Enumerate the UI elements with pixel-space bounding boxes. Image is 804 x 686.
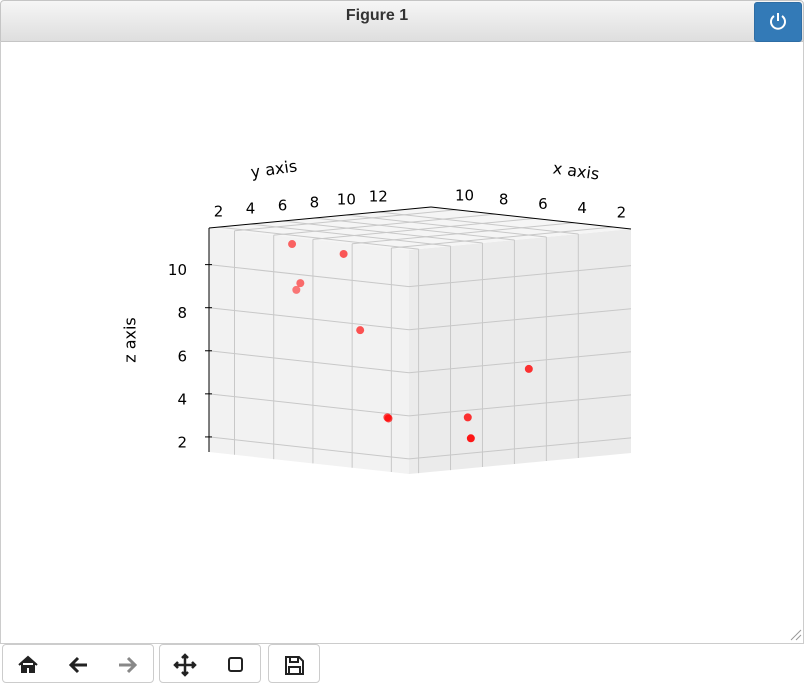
y-tick-label: 2 [214, 203, 224, 221]
pan-button[interactable] [160, 645, 210, 682]
x-axis-line [430, 206, 632, 230]
data-point [356, 326, 365, 335]
y-tick-label: 6 [278, 197, 288, 215]
x-tick-label: 8 [499, 191, 509, 209]
z-tick-label: 6 [177, 347, 187, 365]
grid-line [378, 211, 579, 235]
chart: 2 4 6 8 10 2 4 6 8 10 12 2 4 6 8 10 y axis x axis z axis [121, 156, 802, 641]
y-axis-line [208, 206, 432, 229]
grid-line [208, 307, 410, 331]
zoom-button[interactable] [210, 645, 260, 682]
x-tick-label: 6 [538, 195, 548, 213]
data-point [296, 279, 305, 288]
nav-group [2, 644, 154, 683]
y-tick-label: 8 [310, 194, 320, 212]
z-tick-label: 8 [177, 304, 187, 322]
data-point [292, 285, 301, 294]
x-tick-label: 2 [617, 204, 627, 222]
back-icon [68, 656, 87, 674]
home-icon [18, 655, 38, 673]
grid-line [408, 437, 632, 460]
x-tick-label: 10 [455, 186, 474, 204]
window-title: Figure 1 [345, 7, 409, 24]
data-point [339, 249, 348, 258]
y-tick-label: 10 [337, 191, 356, 209]
power-icon [770, 13, 786, 30]
grid-line [208, 264, 410, 288]
zoom-icon [228, 657, 243, 672]
y-axis-label: y axis [249, 156, 298, 181]
save-icon [285, 656, 304, 675]
data-point [463, 413, 472, 422]
home-button[interactable] [3, 645, 53, 682]
data-point [466, 434, 475, 443]
grid-line [218, 226, 419, 250]
grid-line [208, 393, 410, 417]
toolbar [0, 644, 804, 683]
grid-line [282, 220, 483, 244]
figure-canvas: 2 4 6 8 10 2 4 6 8 10 12 2 4 6 8 10 y axis x axis z axis [0, 41, 804, 644]
close-button[interactable] [754, 2, 802, 42]
grid-line [273, 213, 496, 236]
resize-grip[interactable] [790, 629, 802, 641]
data-point [384, 414, 393, 423]
back-button[interactable] [53, 645, 103, 682]
grid-line [408, 265, 632, 288]
title-bar: Figure 1 [0, 0, 804, 42]
grid-line [208, 350, 410, 374]
save-button[interactable] [269, 645, 319, 682]
grid-line [408, 394, 632, 417]
y-tick-label: 12 [369, 187, 388, 205]
grid-line [352, 222, 575, 245]
save-group [268, 644, 320, 683]
grid-line [312, 217, 535, 240]
data-point [524, 364, 533, 373]
z-tick-label: 2 [177, 433, 187, 451]
grid-line [408, 351, 632, 374]
y-tick-label: 4 [246, 200, 256, 218]
grid-line [346, 214, 547, 238]
x-axis-label: x axis [552, 158, 601, 183]
x-tick-label: 4 [577, 199, 587, 217]
grid-line [391, 226, 614, 249]
tool-group [159, 644, 261, 683]
z-axis-label: z axis [121, 317, 140, 363]
grid-line [208, 436, 410, 460]
pane-right [409, 229, 631, 474]
data-point [288, 240, 297, 249]
grid-line [314, 217, 515, 241]
forward-button[interactable] [103, 645, 153, 682]
grid-line [234, 209, 457, 232]
z-tick-label: 10 [168, 261, 187, 279]
pane-left [209, 228, 409, 474]
forward-icon [119, 656, 138, 674]
grid-line [250, 223, 451, 247]
pan-icon [173, 653, 197, 677]
z-tick-label: 4 [177, 390, 187, 408]
grid-line [408, 308, 632, 331]
